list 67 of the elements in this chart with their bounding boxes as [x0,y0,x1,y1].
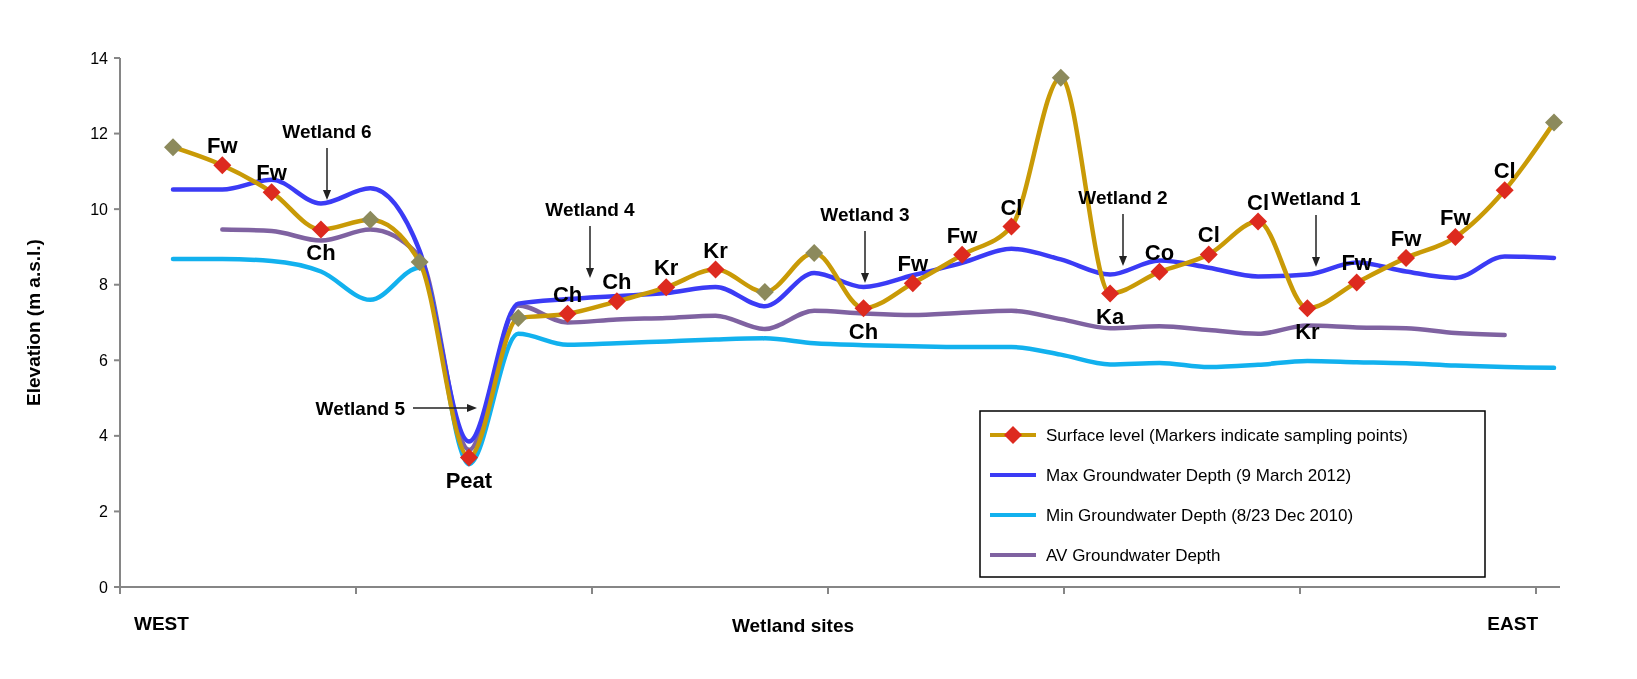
annotation: Fw [207,133,239,159]
annotation: Ka [1096,303,1125,329]
point [1545,113,1563,132]
point [1199,245,1218,264]
y-axis-title: Elevation (m a.s.l.) [23,239,44,406]
point [1150,262,1169,281]
point [1101,284,1120,303]
annotation: Peat [445,467,493,493]
annotation: Fw [1390,225,1423,251]
point [509,308,528,327]
point [558,304,577,323]
annotation: Fw [256,160,288,186]
annotation: Fw [1440,205,1472,231]
annotation: Kr [653,255,679,281]
point [953,245,972,264]
point [410,253,429,272]
annotation: Cl [1247,189,1270,215]
point [755,282,774,301]
point [1051,68,1070,87]
point [854,299,873,318]
point [657,278,676,297]
x-axis-title: Wetland sites [731,615,855,636]
point [311,220,330,239]
annotation: Wetland 1 [1271,188,1362,209]
y-tick-label: 4 [99,427,109,445]
point [213,156,232,175]
annotation: Fw [897,251,929,277]
y-tick-label: 8 [99,276,109,294]
annotation: Fw [946,222,979,248]
annotation: Wetland 5 [315,397,406,419]
text: WEST [134,613,190,634]
y-tick-label: 0 [99,578,109,596]
point [607,292,626,311]
point [805,243,824,262]
point [1397,248,1416,267]
point [1002,217,1021,236]
legend-label: Max Groundwater Depth (9 March 2012) [1046,465,1352,485]
annotation: Cl [1197,222,1220,248]
point [459,448,478,467]
y-tick-label: 6 [99,351,109,369]
point [1347,273,1366,292]
annotation: Wetland 6 [282,121,372,142]
legend-label: AV Groundwater Depth [1046,545,1221,565]
annotation: Wetland 4 [545,199,636,220]
annotation: Cl [1493,158,1516,184]
annotation: Ch [602,269,632,295]
y-tick-label: 14 [90,49,109,67]
legend-label: Min Groundwater Depth (8/23 Dec 2010) [1046,505,1354,525]
point [361,210,380,229]
y-tick-label: 10 [90,200,109,218]
annotation: Co [1144,239,1175,265]
legend-label: Surface level (Markers indicate sampling points) [1046,425,1408,445]
point [1446,228,1465,247]
point [1249,212,1268,231]
point [164,138,182,157]
text: EAST [1487,613,1539,634]
annotation: Wetland 3 [820,204,910,225]
point [1298,299,1317,318]
annotation: Ch [306,240,336,266]
point [706,260,725,279]
y-tick-label: 2 [99,503,109,521]
annotation: Ch [848,318,879,344]
y-tick-label: 12 [90,125,109,143]
point [1495,181,1514,200]
point [903,274,922,293]
point [262,183,281,202]
annotation: Kr [703,237,729,263]
